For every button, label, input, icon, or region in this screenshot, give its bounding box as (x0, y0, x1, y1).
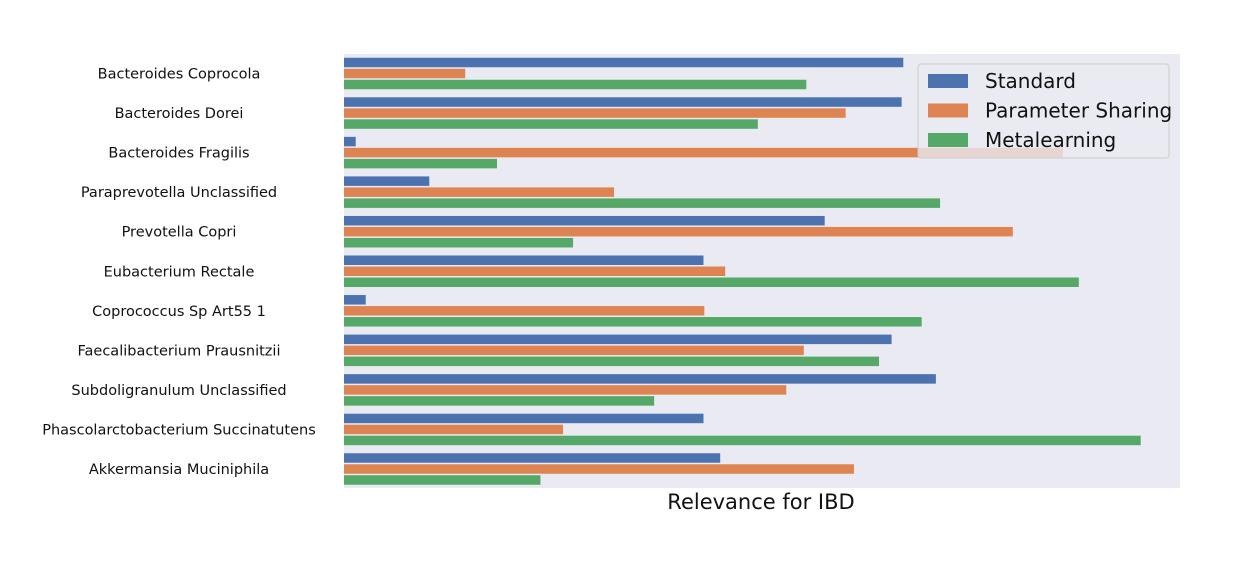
category-label-phascolarctobacterium-succinatutens: Phascolarctobacterium Succinatutens (42, 422, 316, 438)
bar-parameter-sharing-bacteroides-fragilis (344, 147, 1063, 158)
bar-parameter-sharing-bacteroides-dorei (344, 108, 846, 118)
category-label-bacteroides-coprocola: Bacteroides Coprocola (98, 67, 261, 83)
legend-swatch-metalearning (928, 133, 968, 147)
x-axis-label: Relevance for IBD (667, 490, 854, 514)
legend-swatch-standard (928, 74, 968, 88)
category-label-faecalibacterium-prausnitzii: Faecalibacterium Prausnitzii (78, 343, 281, 359)
legend-label-parameter-sharing: Parameter Sharing (985, 99, 1172, 123)
bar-metalearning-coprococcus-sp-art55-1 (344, 317, 922, 327)
bar-standard-coprococcus-sp-art55-1 (344, 295, 366, 305)
legend-swatch-parameter-sharing (928, 103, 968, 118)
bar-metalearning-subdoligranulum-unclassified (344, 396, 655, 406)
category-label-bacteroides-dorei: Bacteroides Dorei (115, 106, 244, 122)
bar-parameter-sharing-phascolarctobacterium-succinatutens (344, 424, 564, 435)
bar-parameter-sharing-faecalibacterium-prausnitzii (344, 345, 804, 356)
category-label-bacteroides-fragilis: Bacteroides Fragilis (108, 146, 249, 162)
bar-standard-subdoligranulum-unclassified (344, 374, 936, 384)
bar-standard-bacteroides-dorei (344, 97, 902, 107)
category-label-eubacterium-rectale: Eubacterium Rectale (104, 264, 255, 280)
bar-standard-akkermansia-muciniphila (344, 453, 721, 463)
bar-parameter-sharing-subdoligranulum-unclassified (344, 385, 787, 395)
legend-label-standard: Standard (985, 69, 1076, 93)
bar-metalearning-paraprevotella-unclassified (344, 198, 941, 208)
bar-metalearning-prevotella-copri (344, 237, 574, 248)
bar-standard-prevotella-copri (344, 215, 825, 226)
category-label-coprococcus-sp-art55-1: Coprococcus Sp Art55 1 (92, 304, 266, 320)
category-label-akkermansia-muciniphila: Akkermansia Muciniphila (89, 462, 269, 478)
bar-parameter-sharing-akkermansia-muciniphila (344, 464, 854, 474)
bar-parameter-sharing-eubacterium-rectale (344, 266, 726, 276)
category-label-subdoligranulum-unclassified: Subdoligranulum Unclassified (71, 383, 286, 399)
bar-standard-faecalibacterium-prausnitzii (344, 334, 892, 345)
bar-metalearning-eubacterium-rectale (344, 277, 1079, 287)
bar-parameter-sharing-prevotella-copri (344, 226, 1013, 237)
bar-parameter-sharing-paraprevotella-unclassified (344, 187, 615, 197)
bar-standard-eubacterium-rectale (344, 255, 704, 265)
category-label-prevotella-copri: Prevotella Copri (122, 225, 237, 241)
legend: Standard Parameter Sharing Metalearning (917, 63, 1172, 159)
bar-standard-bacteroides-coprocola (344, 57, 904, 68)
bar-standard-bacteroides-fragilis (344, 136, 356, 147)
bar-parameter-sharing-coprococcus-sp-art55-1 (344, 306, 705, 316)
bar-metalearning-bacteroides-coprocola (344, 79, 807, 90)
bar-standard-phascolarctobacterium-succinatutens (344, 413, 704, 424)
bars-group (344, 57, 1141, 485)
legend-label-metalearning: Metalearning (985, 128, 1116, 152)
bar-metalearning-akkermansia-muciniphila (344, 475, 541, 485)
bar-metalearning-bacteroides-fragilis (344, 158, 497, 169)
bar-parameter-sharing-bacteroides-coprocola (344, 68, 466, 79)
legend-box (917, 63, 1170, 159)
category-labels: Bacteroides Coprocola Bacteroides Dorei Ba… (42, 67, 316, 479)
category-label-paraprevotella-unclassified: Paraprevotella Unclassified (81, 185, 277, 201)
bar-metalearning-faecalibacterium-prausnitzii (344, 356, 880, 367)
bar-metalearning-bacteroides-dorei (344, 119, 758, 129)
bar-metalearning-phascolarctobacterium-succinatutens (344, 435, 1141, 446)
bar-standard-paraprevotella-unclassified (344, 176, 430, 186)
